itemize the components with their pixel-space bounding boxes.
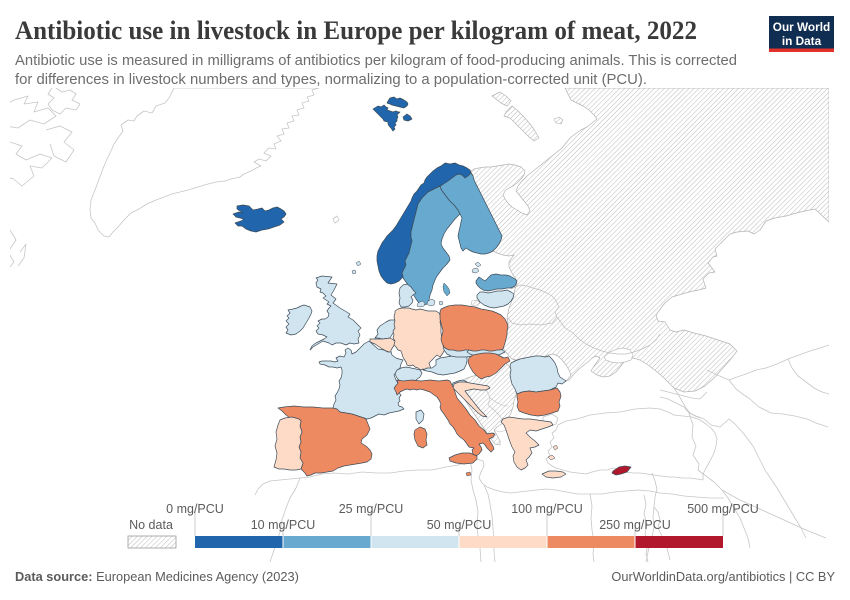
svg-text:for differences in livestock n: for differences in livestock numbers and… bbox=[15, 72, 647, 88]
svg-text:0 mg/PCU: 0 mg/PCU bbox=[166, 502, 224, 516]
svg-text:100 mg/PCU: 100 mg/PCU bbox=[511, 502, 583, 516]
svg-text:No data: No data bbox=[129, 518, 173, 532]
svg-text:500 mg/PCU: 500 mg/PCU bbox=[687, 502, 759, 516]
svg-text:in Data: in Data bbox=[782, 34, 822, 48]
svg-text:Data source: European Medicine: Data source: European Medicines Agency (… bbox=[15, 569, 299, 584]
svg-text:Antibiotic use in livestock in: Antibiotic use in livestock in Europe pe… bbox=[15, 16, 697, 45]
svg-text:10 mg/PCU: 10 mg/PCU bbox=[251, 518, 316, 532]
svg-text:25 mg/PCU: 25 mg/PCU bbox=[339, 502, 404, 516]
svg-text:Antibiotic use is measured in: Antibiotic use is measured in milligrams… bbox=[15, 53, 737, 69]
svg-text:OurWorldinData.org/antibiotics: OurWorldinData.org/antibiotics | CC BY bbox=[611, 569, 835, 584]
svg-text:Our World: Our World bbox=[773, 20, 830, 34]
svg-text:250 mg/PCU: 250 mg/PCU bbox=[599, 518, 671, 532]
svg-text:50 mg/PCU: 50 mg/PCU bbox=[427, 518, 492, 532]
